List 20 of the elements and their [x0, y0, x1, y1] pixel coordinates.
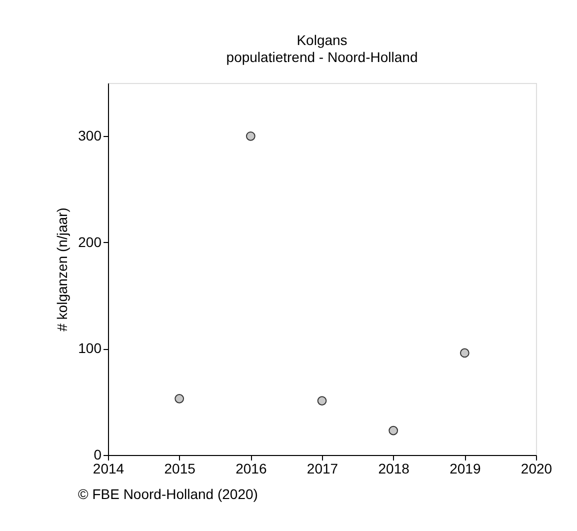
y-axis-title: # kolganzen (n/jaar)	[54, 208, 70, 332]
x-tick-label: 2018	[378, 460, 410, 476]
x-tick-label: 2020	[520, 460, 552, 476]
x-tick-label: 2019	[450, 460, 481, 476]
x-tick-label: 2014	[92, 460, 124, 476]
x-tick-label: 2016	[236, 460, 267, 476]
point	[460, 348, 470, 358]
y-tick-label: 200	[78, 234, 102, 250]
y-tick-label: 300	[78, 128, 102, 144]
point	[246, 131, 256, 141]
text: © FBE Noord-Holland (2020)	[78, 486, 258, 502]
point	[174, 394, 184, 404]
y-tick-label: 100	[78, 340, 102, 356]
chart-title: Kolgans	[296, 32, 348, 48]
x-tick-label: 2015	[164, 460, 196, 476]
x-tick-label: 2017	[306, 460, 338, 476]
y-tick-label: 0	[94, 446, 102, 462]
point	[388, 426, 398, 436]
point	[317, 396, 327, 406]
chart-subtitle: populatietrend - Noord-Holland	[226, 49, 418, 65]
